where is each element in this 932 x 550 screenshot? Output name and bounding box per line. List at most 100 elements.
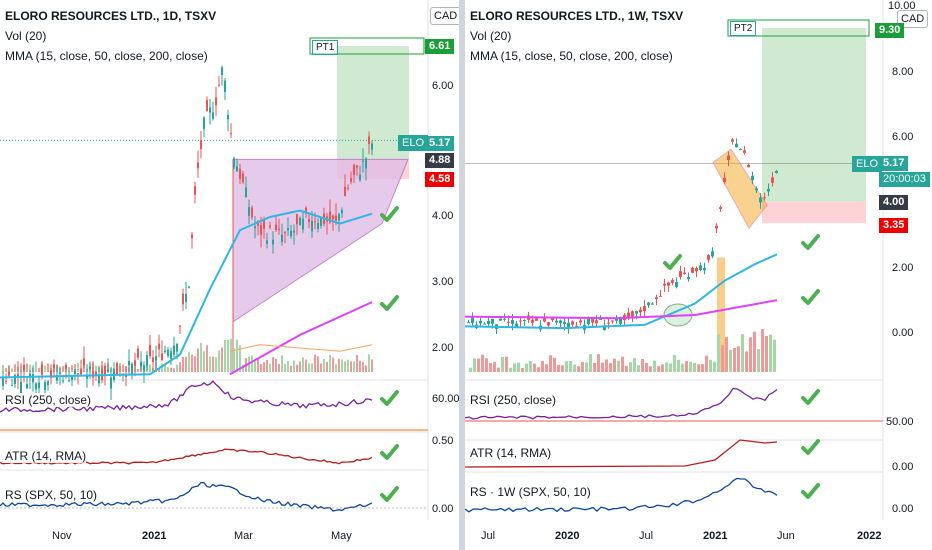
daily-chart-canvas[interactable] <box>0 0 459 550</box>
atr-legend[interactable]: ATR (14, RMA) <box>470 446 552 460</box>
rs-legend[interactable]: RS · 1W (SPX, 50, 10) <box>470 485 591 499</box>
chart-panel-daily[interactable]: ELORO RESOURCES LTD., 1D, TSXV Vol (20) … <box>0 0 462 550</box>
candle-body <box>173 345 175 355</box>
candle-body <box>266 240 268 244</box>
candle-body <box>579 320 582 323</box>
candle-body <box>599 318 602 320</box>
time-tick: May <box>331 530 352 542</box>
candle-body <box>218 84 220 86</box>
volume-legend[interactable]: Vol (20) <box>470 29 512 43</box>
candle-body <box>715 225 718 229</box>
candle-body <box>515 323 518 328</box>
volume-bar <box>167 367 169 372</box>
atr-tick: 0.50 <box>432 435 454 447</box>
breakout-column <box>717 257 725 372</box>
candle-body <box>185 293 187 303</box>
chart-panel-weekly[interactable]: ELORO RESOURCES LTD., 1W, TSXV Vol (20) … <box>465 0 932 550</box>
candle-body <box>71 375 73 381</box>
panel-divider[interactable] <box>459 0 465 550</box>
volume-bar <box>191 354 193 372</box>
mma-legend[interactable]: MMA (15, close, 50, close, 200, close) <box>470 49 673 63</box>
volume-bar <box>83 365 85 372</box>
volume-bar <box>509 367 512 372</box>
entry-price-tag: 4.00 <box>879 195 909 210</box>
currency-badge[interactable]: CAD <box>430 7 462 25</box>
rs-legend[interactable]: RS (SPX, 50, 10) <box>5 488 98 502</box>
volume-bar <box>2 365 4 372</box>
candle-body <box>50 370 52 378</box>
volume-bar <box>5 368 7 372</box>
candle-body <box>233 158 235 167</box>
volume-bar <box>269 363 271 372</box>
volume-bar <box>705 355 708 372</box>
volume-bar <box>353 361 355 372</box>
candle-body <box>603 325 606 331</box>
candle-body <box>146 355 148 367</box>
volume-bar <box>573 364 576 372</box>
volume-bar <box>625 365 628 372</box>
candle-body <box>8 371 10 376</box>
candle-body <box>487 321 490 325</box>
rsi-legend[interactable]: RSI (250, close) <box>5 393 92 407</box>
volume-bar <box>601 362 604 372</box>
candle-body <box>296 214 298 225</box>
ma-200-line <box>465 299 778 320</box>
volume-bar <box>701 364 704 372</box>
volume-bar <box>549 355 552 372</box>
volume-bar <box>765 335 768 372</box>
volume-bar <box>299 361 301 372</box>
rsi-line <box>465 387 778 420</box>
volume-bar <box>633 358 636 372</box>
candle-body <box>362 160 364 162</box>
volume-bar <box>254 361 256 372</box>
candle-body <box>607 322 610 324</box>
volume-bar <box>182 356 184 372</box>
candle-body <box>491 318 494 324</box>
candle-body <box>483 323 486 325</box>
candle-body <box>137 348 139 358</box>
rsi-tick: 60.00 <box>432 393 460 405</box>
rsi-tick: 50.00 <box>886 416 914 428</box>
last-price-tag: 5.17 <box>425 136 455 151</box>
candle-body <box>32 374 34 383</box>
volume-legend[interactable]: Vol (20) <box>5 29 47 43</box>
volume-bar <box>257 358 259 372</box>
candle-body <box>563 322 566 324</box>
volume-bar <box>77 362 79 372</box>
candle-body <box>125 375 127 377</box>
volume-bar <box>529 360 532 372</box>
volume-bar <box>368 354 370 372</box>
volume-bar <box>20 363 22 372</box>
stop-price-tag: 4.58 <box>425 172 455 187</box>
atr-legend[interactable]: ATR (14, RMA) <box>5 449 87 463</box>
candle-body <box>371 143 373 150</box>
volume-bar <box>485 358 488 372</box>
candle-body <box>242 173 244 183</box>
candle-body <box>176 343 178 352</box>
check-icon <box>801 389 820 405</box>
time-tick: Jul <box>639 530 654 542</box>
candle-body <box>302 218 304 230</box>
volume-bar <box>593 362 596 372</box>
volume-bar <box>293 360 295 372</box>
volume-bar <box>62 366 64 372</box>
price-tick: 3.00 <box>432 276 454 288</box>
volume-bar <box>236 339 238 372</box>
candle-body <box>248 206 250 216</box>
candle-body <box>26 383 28 389</box>
candle-body <box>260 225 262 235</box>
rsi-legend[interactable]: RSI (250, close) <box>470 393 557 407</box>
candle-body <box>80 369 82 375</box>
candle-body <box>203 117 205 129</box>
mma-legend[interactable]: MMA (15, close, 50, close, 200, close) <box>5 49 208 63</box>
ma-50-line <box>0 209 373 379</box>
candle-body <box>755 188 758 191</box>
volume-bar <box>29 364 31 372</box>
candle-body <box>179 325 181 327</box>
volume-bar <box>557 364 560 372</box>
weekly-chart-canvas[interactable] <box>465 0 932 550</box>
volume-bar <box>365 365 367 372</box>
currency-badge[interactable]: CAD <box>897 10 929 28</box>
volume-bar <box>729 349 732 372</box>
volume-bar <box>251 355 253 372</box>
